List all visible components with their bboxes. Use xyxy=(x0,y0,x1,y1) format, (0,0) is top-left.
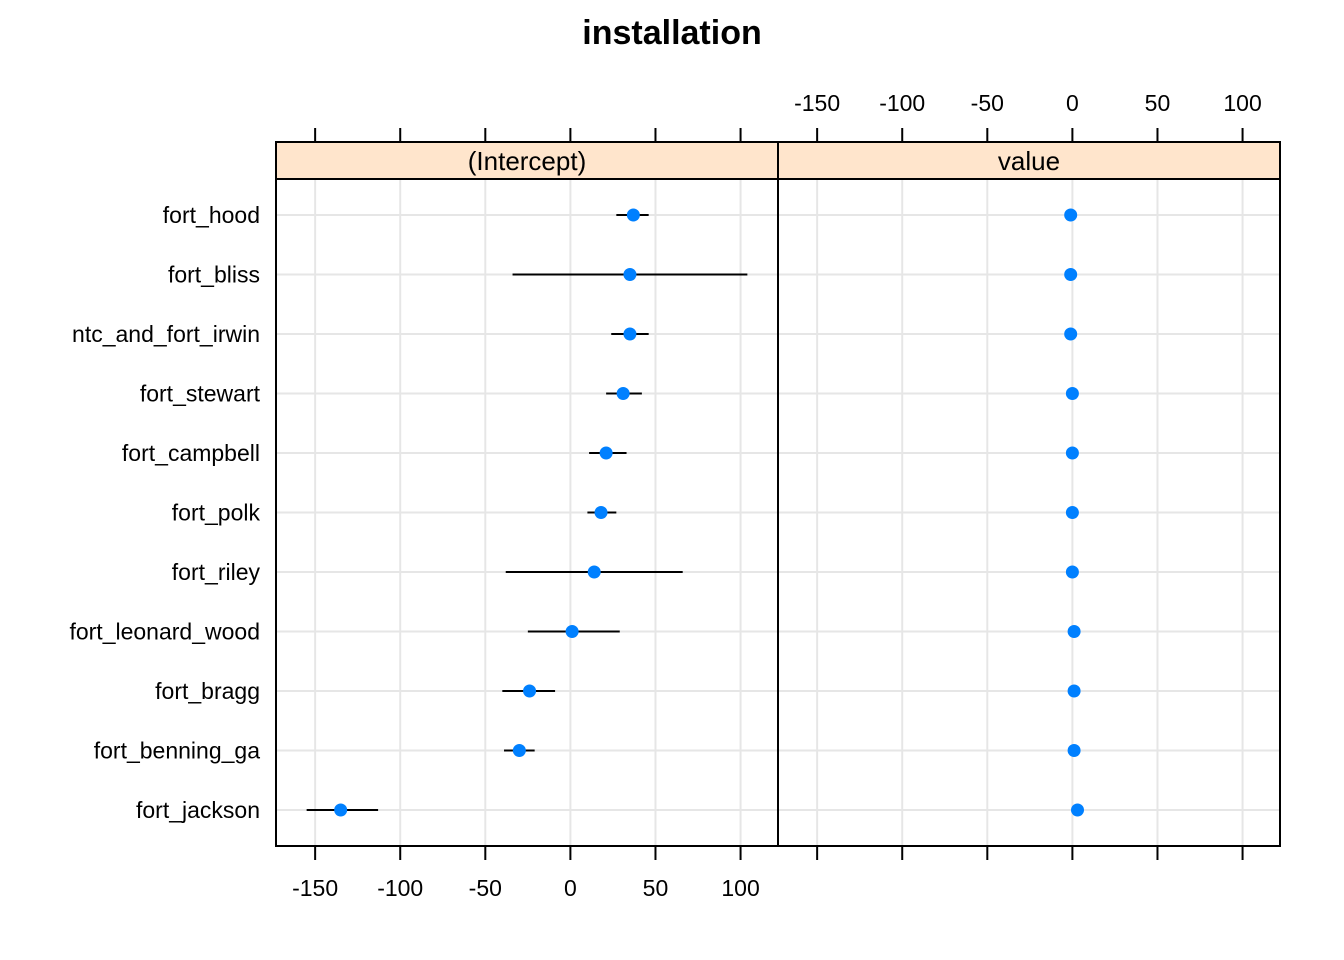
row-label-fort_jackson: fort_jackson xyxy=(136,797,260,823)
strip-label: (Intercept) xyxy=(468,146,587,176)
point-fort_campbell xyxy=(599,446,613,460)
point-fort_hood xyxy=(1064,208,1078,222)
x-tick-label: -150 xyxy=(292,875,338,901)
row-label-fort_leonard_wood: fort_leonard_wood xyxy=(69,619,260,645)
x-tick-label-top: 100 xyxy=(1223,90,1261,116)
point-fort_stewart xyxy=(616,387,630,400)
strip-label: value xyxy=(998,146,1060,176)
x-tick-label: 100 xyxy=(721,875,759,901)
x-tick-label: -50 xyxy=(469,875,502,901)
x-tick-label-top: -100 xyxy=(879,90,925,116)
point-fort_stewart xyxy=(1065,387,1079,400)
point-fort_bragg xyxy=(1067,684,1081,698)
point-fort_bliss xyxy=(1064,268,1078,281)
x-tick-label: -100 xyxy=(377,875,423,901)
row-labels: fort_hood fort_bliss ntc_and_fort_irwinfor… xyxy=(69,202,260,823)
panel-value: value -150 -100 -50 0 50 100 xyxy=(777,90,1281,860)
point-fort_polk xyxy=(594,506,608,519)
chart-title: installation xyxy=(582,14,761,52)
row-label-fort_riley: fort_riley xyxy=(172,559,261,585)
point-fort_jackson xyxy=(334,803,348,817)
row-label-fort_benning_ga: fort_benning_ga xyxy=(94,738,260,764)
row-label-fort_polk: fort_polk xyxy=(172,500,261,526)
point-fort_bliss xyxy=(623,268,637,281)
row-label-fort_bragg: fort_bragg xyxy=(155,678,260,704)
point-fort_benning_ga xyxy=(1067,744,1081,757)
x-tick-label: 0 xyxy=(564,875,577,901)
row-label-ntc_and_fort_irwin: ntc_and_fort_irwin xyxy=(72,321,260,347)
point-fort_leonard_wood xyxy=(565,625,579,638)
point-fort_leonard_wood xyxy=(1067,625,1081,638)
x-tick-label-top: -50 xyxy=(971,90,1004,116)
x-tick-label: 50 xyxy=(643,875,669,901)
row-label-fort_stewart: fort_stewart xyxy=(140,381,261,407)
x-tick-label-top: 50 xyxy=(1145,90,1171,116)
point-fort_bragg xyxy=(523,684,537,698)
panels: (Intercept) -150 -100 -50 0 50 100 value -150 -10… xyxy=(275,90,1281,901)
point-fort_riley xyxy=(587,565,601,579)
row-label-fort_campbell: fort_campbell xyxy=(122,440,260,466)
point-ntc_and_fort_irwin xyxy=(623,327,637,341)
row-label-fort_hood: fort_hood xyxy=(163,202,260,228)
x-tick-label-top: -150 xyxy=(794,90,840,116)
panel-border xyxy=(777,141,1281,847)
panel-intercept: (Intercept) -150 -100 -50 0 50 100 xyxy=(275,128,779,901)
point-fort_benning_ga xyxy=(512,744,526,757)
point-ntc_and_fort_irwin xyxy=(1064,327,1078,341)
point-fort_hood xyxy=(626,208,640,222)
point-fort_jackson xyxy=(1070,803,1084,817)
panel-border xyxy=(275,141,779,847)
point-fort_polk xyxy=(1065,506,1079,519)
point-fort_campbell xyxy=(1065,446,1079,460)
x-tick-label-top: 0 xyxy=(1066,90,1079,116)
point-fort_riley xyxy=(1065,565,1079,579)
row-label-fort_bliss: fort_bliss xyxy=(168,262,260,288)
